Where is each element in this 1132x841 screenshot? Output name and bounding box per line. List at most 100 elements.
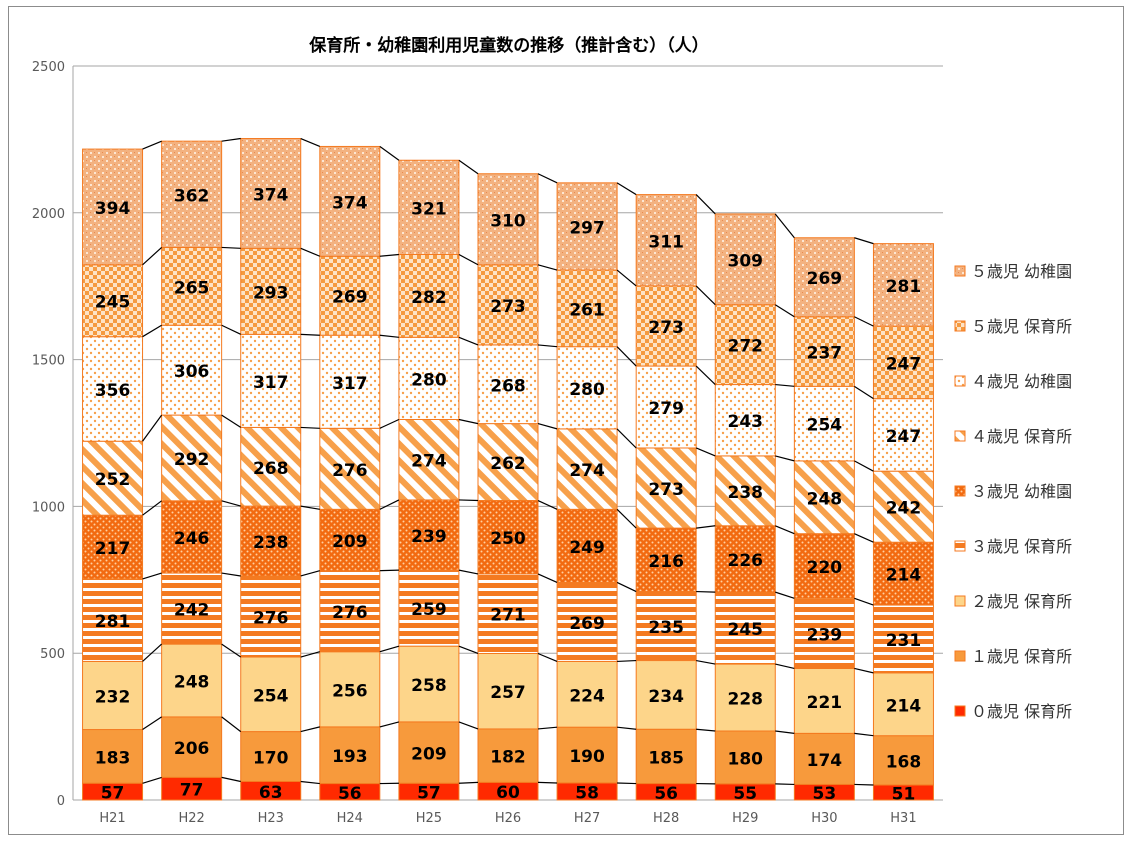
data-label: 248 <box>807 489 843 509</box>
series-line-4 <box>775 525 795 535</box>
bar-segment-H22-8 <box>161 140 223 248</box>
series-line-5 <box>379 418 400 429</box>
data-label: 77 <box>180 781 204 801</box>
series-line-5 <box>695 447 716 457</box>
series-line-8 <box>379 145 400 161</box>
series-line-1 <box>300 726 320 733</box>
series-line-2 <box>537 652 558 662</box>
data-label: 60 <box>496 783 520 803</box>
bar-segment-H28-2 <box>635 660 697 730</box>
series-line-4 <box>142 500 162 516</box>
bar-segment-H21-4 <box>82 514 144 580</box>
series-line-3 <box>775 591 795 599</box>
data-label: 254 <box>253 686 289 706</box>
bar-segment-H30-4 <box>793 533 855 599</box>
data-label: 276 <box>332 603 368 623</box>
data-label: 183 <box>95 748 131 768</box>
series-line-1 <box>775 730 795 734</box>
bar-segment-H22-6 <box>161 324 223 416</box>
legend-swatch <box>954 705 966 717</box>
bar-segment-H25-6 <box>398 336 460 420</box>
data-label: 281 <box>886 277 922 297</box>
series-line-3 <box>300 570 320 577</box>
series-line-2 <box>775 663 795 670</box>
bar-segment-H29-8 <box>714 213 776 306</box>
y-tick-label: 0 <box>57 794 65 809</box>
bar-segment-H26-8 <box>477 173 539 266</box>
data-label: 221 <box>807 693 843 713</box>
data-label: 170 <box>253 749 289 769</box>
bar-segment-H31-5 <box>872 470 934 543</box>
data-label: 297 <box>569 218 605 238</box>
data-label: 242 <box>886 499 922 519</box>
bar-segment-H22-4 <box>161 500 223 574</box>
bar-segment-H31-4 <box>872 541 934 606</box>
series-line-1 <box>537 726 558 730</box>
data-label: 63 <box>259 783 283 803</box>
data-label: 53 <box>813 784 837 804</box>
series-line-7 <box>142 247 163 266</box>
data-labels: 57 183 232 281 217 252 356 245 394 77 206 248 242 246… <box>95 185 922 804</box>
x-tick-label: H25 <box>416 811 442 826</box>
bar-segment-H27-6 <box>556 346 618 430</box>
data-label: 268 <box>253 459 289 479</box>
bar-segment-H24-7 <box>319 255 381 336</box>
data-label: 374 <box>332 193 368 213</box>
bar-segment-H28-5 <box>635 447 697 529</box>
legend-label: ５歳児 幼稚園 <box>971 262 1072 281</box>
data-label: 306 <box>174 362 210 382</box>
data-label: 214 <box>886 566 922 586</box>
bar-segment-H29-4 <box>714 525 776 593</box>
series-line-7 <box>616 269 637 287</box>
series-line-5 <box>616 428 637 449</box>
series-line-5 <box>458 418 479 425</box>
bar-segment-H25-3 <box>398 569 460 647</box>
legend-swatch <box>954 650 966 662</box>
data-label: 310 <box>490 211 526 231</box>
bar-segment-H24-8 <box>319 145 381 257</box>
series-line-5 <box>142 414 163 442</box>
series-line-6 <box>695 365 716 385</box>
series-line-2 <box>221 643 242 658</box>
x-tick-label: H31 <box>890 811 916 826</box>
series-line-0 <box>300 780 320 785</box>
bar-segment-H21-2 <box>82 660 144 731</box>
data-label: 228 <box>728 690 764 710</box>
data-label: 51 <box>892 785 916 805</box>
series-line-7 <box>379 253 399 257</box>
bar-segment-H27-2 <box>556 660 618 728</box>
series-line-5 <box>775 455 795 462</box>
series-line-4 <box>300 505 320 510</box>
data-label: 224 <box>569 686 605 706</box>
bar-segment-H24-3 <box>319 570 381 653</box>
bar-segment-H25-2 <box>398 645 460 723</box>
legend-label: ０歳児 保育所 <box>971 702 1072 721</box>
legend-label: ５歳児 保育所 <box>971 317 1072 336</box>
series-line-3 <box>379 569 399 572</box>
data-label: 209 <box>411 745 447 765</box>
bar-segment-H31-1 <box>872 735 934 786</box>
data-label: 216 <box>648 552 684 572</box>
data-label: 256 <box>332 681 368 701</box>
series-line-2 <box>854 667 874 674</box>
bar-segment-H25-8 <box>398 159 460 255</box>
bar-segment-H26-7 <box>477 264 539 346</box>
bar-segment-H26-5 <box>477 423 539 502</box>
x-tick-label: H24 <box>337 811 363 826</box>
data-label: 265 <box>174 278 210 298</box>
bar-segment-H29-7 <box>714 304 776 386</box>
bar-segment-H28-6 <box>635 365 697 449</box>
bar-segment-H23-5 <box>240 426 302 507</box>
series-line-6 <box>379 334 399 338</box>
data-label: 209 <box>332 532 368 552</box>
data-label: 269 <box>807 269 843 289</box>
chart-frame: 保育所・幼稚園利用児童数の推移（推計含む）（人） 0 500 1000 1500 200… <box>8 6 1124 835</box>
legend-swatch <box>954 485 966 497</box>
series-line-7 <box>300 247 321 257</box>
data-label: 273 <box>648 480 684 500</box>
series-line-1 <box>142 716 162 731</box>
series-line-8 <box>300 137 321 148</box>
data-label: 55 <box>733 784 757 804</box>
series-line-0 <box>537 781 558 784</box>
legend-label: ４歳児 保育所 <box>971 427 1072 446</box>
